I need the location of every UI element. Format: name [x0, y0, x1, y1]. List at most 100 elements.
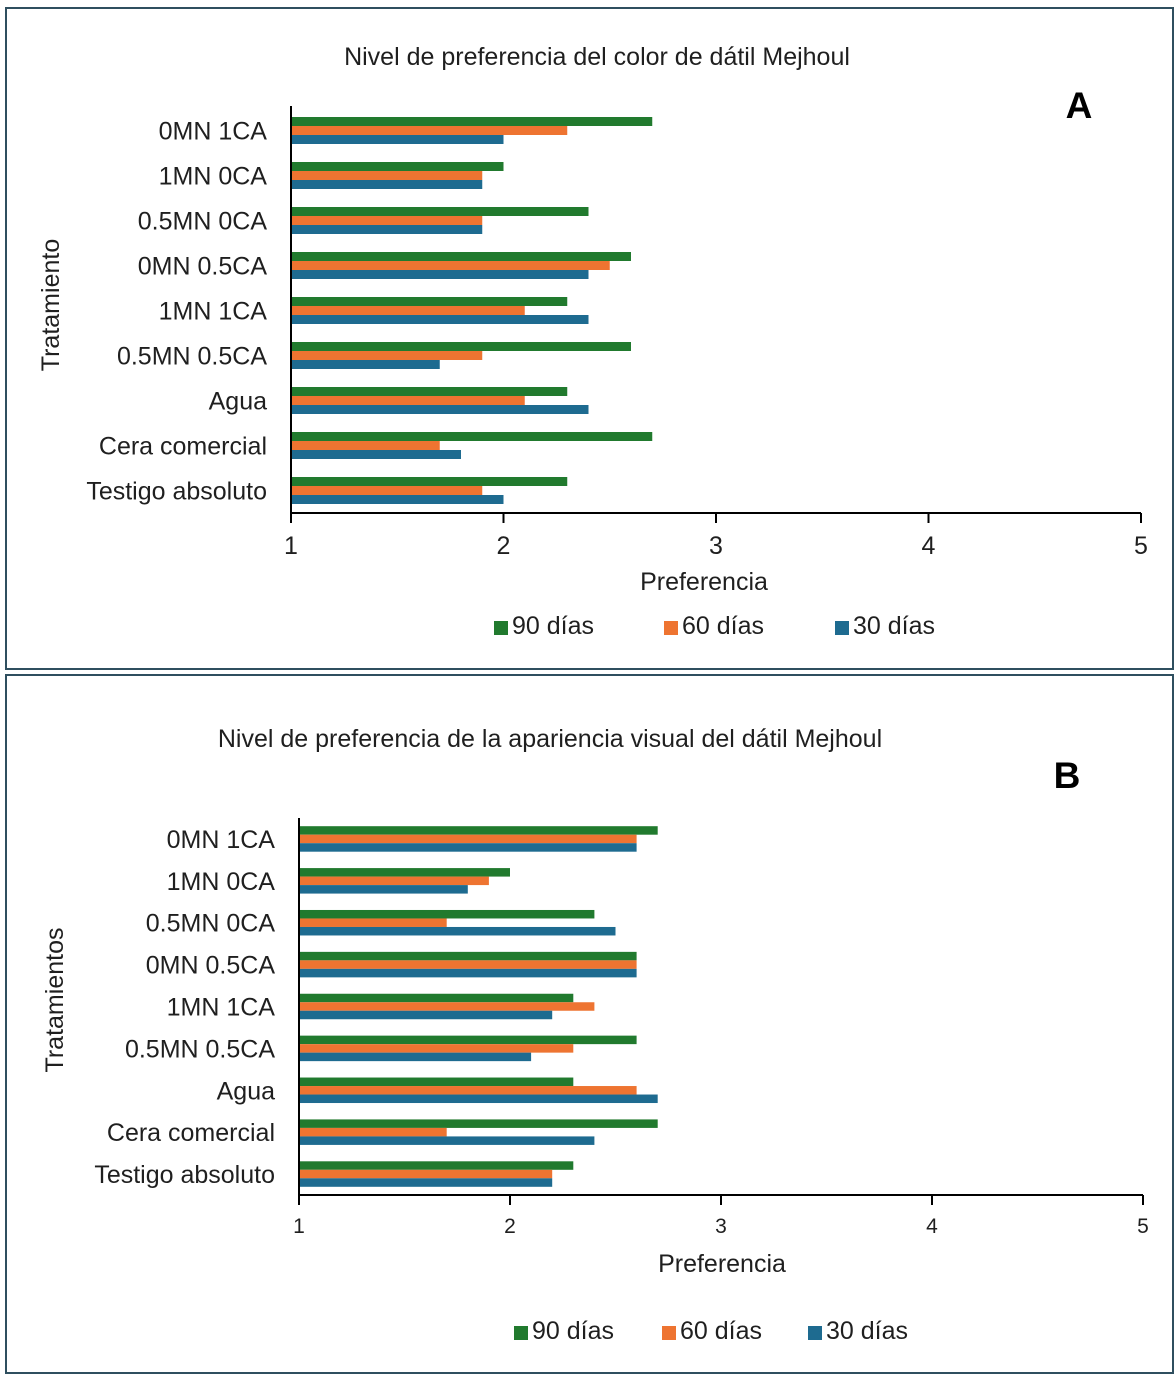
bar-30-dias-4 [299, 1010, 553, 1020]
chart-b-ylabel: Tratamientos [41, 928, 69, 1073]
bar-60-dias-1 [299, 876, 489, 886]
x-tick-label: 2 [497, 532, 511, 560]
chart-b-svg: Nivel de preferencia de la apariencia vi… [41, 725, 1149, 1345]
bar-90-dias-0 [299, 826, 658, 835]
category-label: 0MN 0.5CA [138, 253, 268, 281]
category-label: 0.5MN 0.5CA [125, 1035, 275, 1063]
x-tick-label: 5 [1137, 1215, 1149, 1238]
bar-90-dias-1 [299, 868, 510, 877]
bar-90-dias-6 [291, 387, 568, 396]
category-label: Agua [217, 1077, 275, 1105]
bar-30-dias-5 [291, 360, 440, 369]
category-label: 0MN 1CA [167, 826, 276, 854]
bar-90-dias-7 [291, 432, 653, 441]
chart-a-legend: 90 días 60 días 30 días [494, 612, 935, 640]
bar-30-dias-6 [299, 1094, 658, 1104]
bar-90-dias-8 [299, 1161, 574, 1170]
bar-90-dias-1 [291, 162, 504, 171]
bar-30-dias-2 [291, 225, 483, 234]
legend-swatch-60 [662, 1326, 676, 1340]
bar-90-dias-8 [291, 477, 568, 486]
chart-a-ylabel: Tratamiento [37, 239, 65, 371]
category-label: Agua [209, 388, 267, 416]
category-label: 0.5MN 0CA [138, 208, 268, 236]
bar-90-dias-6 [299, 1077, 574, 1087]
category-label: 1MN 0CA [159, 163, 268, 191]
x-tick-label: 4 [926, 1215, 938, 1238]
bar-60-dias-8 [291, 486, 483, 495]
bar-90-dias-4 [291, 297, 568, 306]
bar-60-dias-2 [299, 918, 447, 927]
x-tick-label: 1 [293, 1215, 305, 1238]
bar-30-dias-8 [291, 495, 504, 504]
category-label: 0MN 1CA [159, 118, 268, 146]
x-tick-label: 2 [504, 1215, 516, 1238]
chart-a-panel-letter: A [1066, 85, 1093, 126]
bar-60-dias-6 [291, 396, 525, 405]
chart-a-bars [291, 117, 653, 504]
bar-30-dias-6 [291, 405, 589, 414]
chart-b-bars [299, 826, 658, 1187]
bar-30-dias-3 [291, 270, 589, 279]
chart-b-xlabel: Preferencia [658, 1250, 786, 1278]
legend-swatch-90 [494, 621, 508, 635]
chart-b-panel-letter: B [1054, 755, 1081, 796]
legend-swatch-30 [835, 621, 849, 635]
bar-60-dias-3 [291, 261, 610, 270]
bar-60-dias-5 [291, 351, 483, 360]
legend-label-90: 90 días [512, 612, 594, 640]
bar-30-dias-3 [299, 968, 637, 978]
bar-60-dias-4 [299, 1002, 595, 1011]
bar-60-dias-2 [291, 216, 483, 225]
bar-30-dias-1 [291, 180, 483, 189]
bar-30-dias-2 [299, 926, 616, 936]
chart-b-category-labels: 0MN 1CA 1MN 0CA 0.5MN 0CA 0MN 0.5CA 1MN … [94, 826, 275, 1189]
category-label: 1MN 0CA [167, 868, 276, 896]
chart-a-svg: Nivel de preferencia del color de dátil … [37, 43, 1148, 640]
bar-60-dias-0 [299, 834, 637, 844]
category-label: 0.5MN 0CA [146, 910, 276, 938]
chart-panel-b: Nivel de preferencia de la apariencia vi… [5, 674, 1174, 1374]
bar-60-dias-0 [291, 126, 568, 135]
chart-panel-a: Nivel de preferencia del color de dátil … [5, 7, 1174, 670]
x-tick-label: 1 [284, 532, 298, 560]
bar-30-dias-5 [299, 1052, 532, 1062]
chart-a-title: Nivel de preferencia del color de dátil … [344, 43, 850, 71]
bar-30-dias-0 [299, 843, 637, 852]
category-label: Testigo absoluto [86, 478, 267, 506]
x-tick-label: 3 [715, 1215, 727, 1238]
chart-b-title: Nivel de preferencia de la apariencia vi… [218, 725, 882, 753]
bar-60-dias-7 [299, 1127, 447, 1137]
bar-90-dias-2 [291, 207, 589, 216]
category-label: 1MN 1CA [159, 298, 268, 326]
chart-a-tick-labels: 1 2 3 4 5 [284, 532, 1148, 560]
bar-90-dias-3 [291, 252, 631, 261]
x-tick-label: 5 [1134, 532, 1148, 560]
legend-label-90: 90 días [532, 1317, 614, 1345]
bar-60-dias-4 [291, 306, 525, 315]
chart-b-axes [298, 818, 1144, 1205]
legend-label-30: 30 días [853, 612, 935, 640]
bar-30-dias-7 [299, 1136, 595, 1145]
category-label: Testigo absoluto [94, 1161, 275, 1189]
bar-90-dias-5 [299, 1035, 637, 1045]
chart-a-xlabel: Preferencia [640, 568, 768, 596]
legend-label-30: 30 días [826, 1317, 908, 1345]
legend-swatch-60 [664, 621, 678, 635]
category-label: Cera comercial [99, 433, 267, 461]
bar-90-dias-0 [291, 117, 653, 126]
bar-30-dias-8 [299, 1178, 553, 1187]
x-tick-label: 4 [922, 532, 936, 560]
x-tick-label: 3 [709, 532, 723, 560]
bar-30-dias-7 [291, 450, 461, 459]
bar-90-dias-5 [291, 342, 631, 351]
bar-30-dias-0 [291, 135, 504, 144]
bar-90-dias-3 [299, 951, 637, 961]
legend-label-60: 60 días [682, 612, 764, 640]
legend-label-60: 60 días [680, 1317, 762, 1345]
bar-60-dias-3 [299, 960, 637, 969]
bar-60-dias-1 [291, 171, 483, 180]
chart-a-axes [290, 106, 1142, 523]
chart-a-category-labels: 0MN 1CA 1MN 0CA 0.5MN 0CA 0MN 0.5CA 1MN … [86, 118, 267, 506]
bar-90-dias-2 [299, 909, 595, 919]
